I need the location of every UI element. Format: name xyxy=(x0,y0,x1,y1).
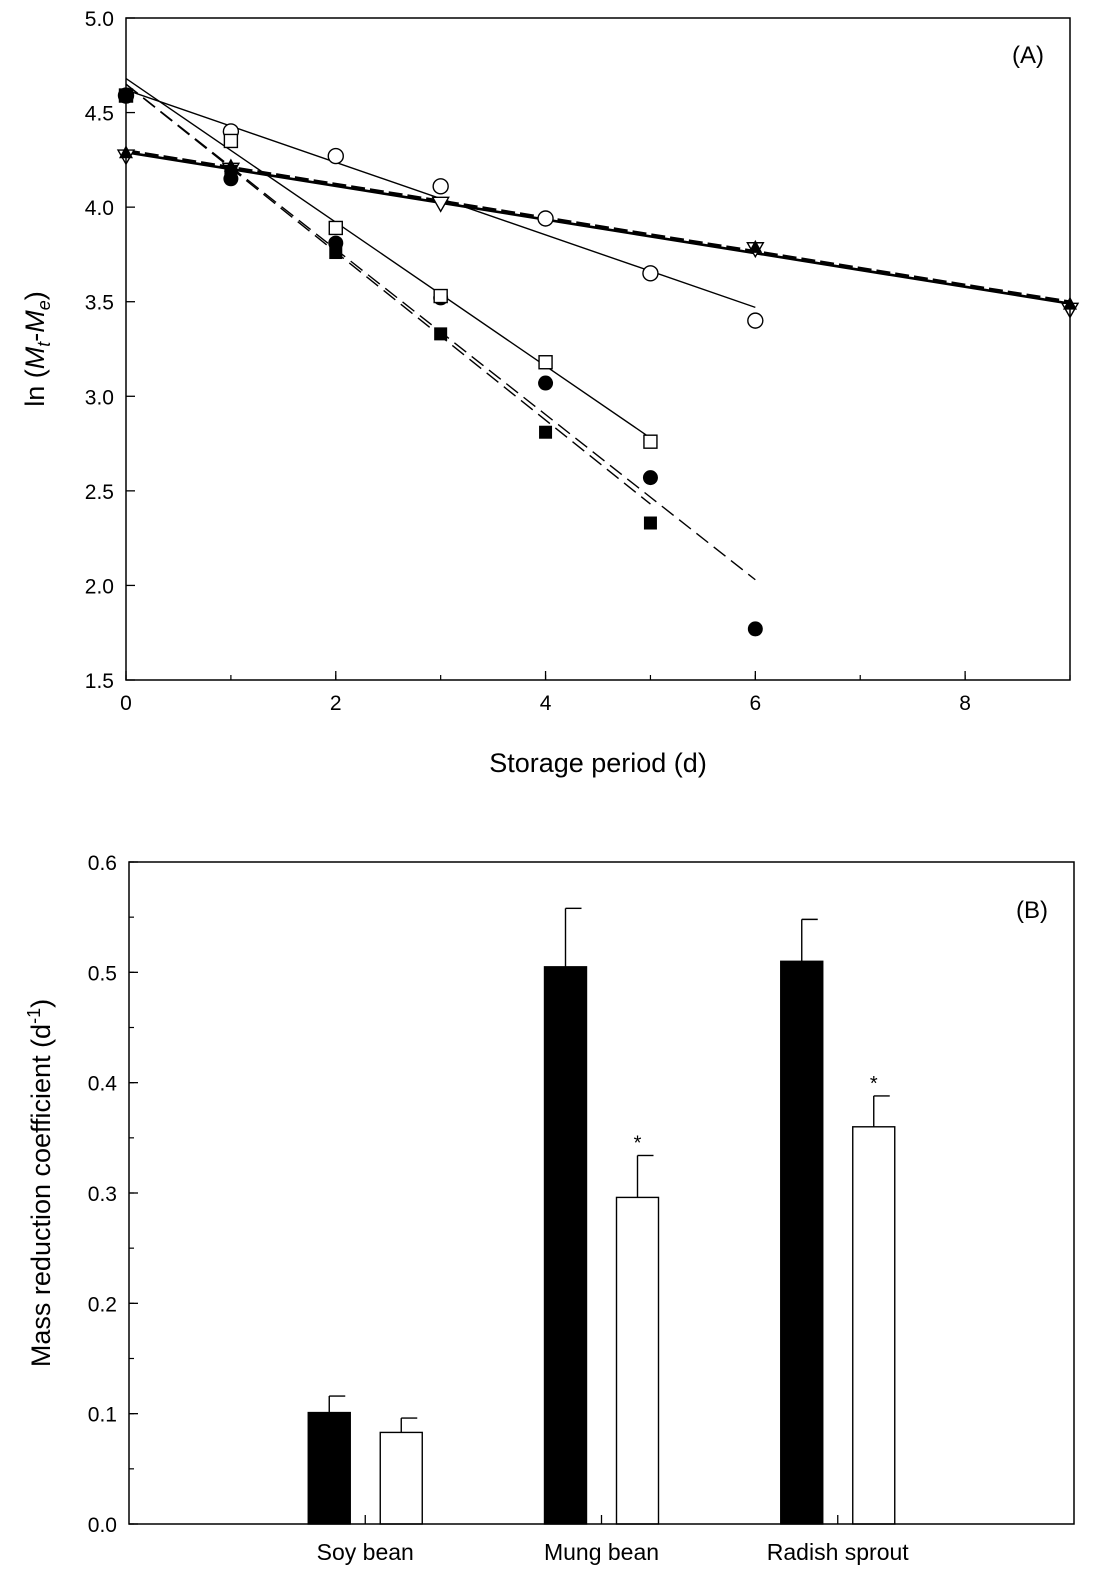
point-open-circle xyxy=(537,210,554,227)
x-tick-label: 6 xyxy=(749,692,761,715)
point-open-circle xyxy=(432,178,449,195)
point-filled-square xyxy=(224,164,238,178)
significance-mark: * xyxy=(634,1132,642,1154)
point-open-square xyxy=(223,133,239,149)
bar xyxy=(615,1196,660,1525)
y-tick-label: 1.5 xyxy=(85,670,114,693)
ylabel-m1: M xyxy=(20,346,50,369)
y-tick-label: 2.5 xyxy=(85,481,114,504)
point-filled-triangle-up xyxy=(748,239,763,253)
data-points xyxy=(116,87,1080,637)
ylabel-suffix: ) xyxy=(20,291,50,300)
point-filled-square xyxy=(643,516,657,530)
y-tick-label: 3.0 xyxy=(85,386,114,409)
y-tick-label: 0.5 xyxy=(88,962,117,985)
axis-ticks-a: 0 2 4 6 8 1.5 2.0 2.5 3.0 3.5 4.0 4.5 5.0 xyxy=(85,8,1071,715)
plot-frame-b xyxy=(128,861,1075,1525)
y-tick-label: 0.0 xyxy=(88,1514,117,1537)
x-tick-label: 4 xyxy=(540,692,552,715)
y-tick-label: 2.0 xyxy=(85,575,114,598)
bar xyxy=(379,1431,423,1525)
category-label: Soy bean xyxy=(317,1539,414,1565)
fit-line-filled-triangle-up xyxy=(125,149,1071,303)
y-axis-label-b: Mass reduction coefficient (d-1) xyxy=(24,999,56,1367)
y-tick-label: 0.6 xyxy=(88,852,117,875)
category-label: Mung bean xyxy=(544,1539,659,1565)
y-tick-label: 3.5 xyxy=(85,292,114,315)
y-tick-label: 4.0 xyxy=(85,197,114,220)
axis-ticks-b: 0.0 0.1 0.2 0.3 0.4 0.5 0.6 Soy bean Mung bean Ra… xyxy=(88,852,910,1565)
fit-line-open-square xyxy=(125,77,651,439)
ylabel-prefix: ln ( xyxy=(20,369,50,407)
plot-frame-a xyxy=(125,17,1071,681)
point-open-square xyxy=(328,220,343,236)
point-open-square xyxy=(538,355,553,370)
y-tick-label: 4.5 xyxy=(85,103,114,126)
bar xyxy=(307,1411,351,1525)
ylabel-m2: M xyxy=(20,310,50,333)
y-tick-label: 0.3 xyxy=(88,1183,117,1206)
panel-a-scatter-chart: 0 2 4 6 8 1.5 2.0 2.5 3.0 3.5 4.0 4.5 5.0 (A) Storag… xyxy=(20,8,1080,778)
y-tick-label: 0.2 xyxy=(88,1293,117,1316)
ylabel-sub1: t xyxy=(34,341,54,347)
ylabel-sub2: e xyxy=(34,300,54,310)
fit-line-filled-square xyxy=(125,83,651,505)
point-open-triangle-down xyxy=(431,196,450,213)
point-open-circle xyxy=(747,312,764,329)
y-tick-label: 0.4 xyxy=(88,1073,118,1096)
significance-mark: * xyxy=(870,1073,878,1095)
point-filled-circle xyxy=(642,470,658,486)
x-tick-label: 2 xyxy=(330,692,342,715)
panel-label-a: (A) xyxy=(1012,42,1044,69)
x-axis-label-a: Storage period (d) xyxy=(489,748,707,778)
point-open-square xyxy=(433,288,448,304)
y-tick-label: 5.0 xyxy=(85,8,114,31)
point-filled-square xyxy=(329,246,343,260)
fit-line-open-triangle-down xyxy=(125,151,1071,305)
ylabel-b-main: Mass reduction coefficient (d xyxy=(26,1024,56,1367)
x-tick-label: 8 xyxy=(959,692,971,715)
fit-lines xyxy=(125,77,1071,581)
ylabel-dash: - xyxy=(20,333,50,342)
point-open-circle xyxy=(327,147,344,165)
bar xyxy=(780,960,824,1525)
x-tick-label: 0 xyxy=(120,692,132,715)
ylabel-b-end: ) xyxy=(26,999,56,1008)
category-label: Radish sprout xyxy=(767,1539,910,1565)
point-open-circle xyxy=(642,265,659,282)
bar xyxy=(852,1126,896,1525)
point-open-square xyxy=(643,434,658,449)
y-axis-label-a: ln (Mt-Me) xyxy=(20,291,54,407)
panel-label-b: (B) xyxy=(1016,897,1048,924)
point-filled-square xyxy=(539,425,553,439)
ylabel-b-sup: -1 xyxy=(24,1008,44,1024)
y-tick-label: 0.1 xyxy=(88,1404,117,1427)
point-filled-circle xyxy=(538,375,554,391)
bar xyxy=(543,966,588,1525)
bars: ** xyxy=(307,907,896,1525)
point-filled-square xyxy=(434,327,448,341)
point-filled-circle xyxy=(747,621,763,637)
